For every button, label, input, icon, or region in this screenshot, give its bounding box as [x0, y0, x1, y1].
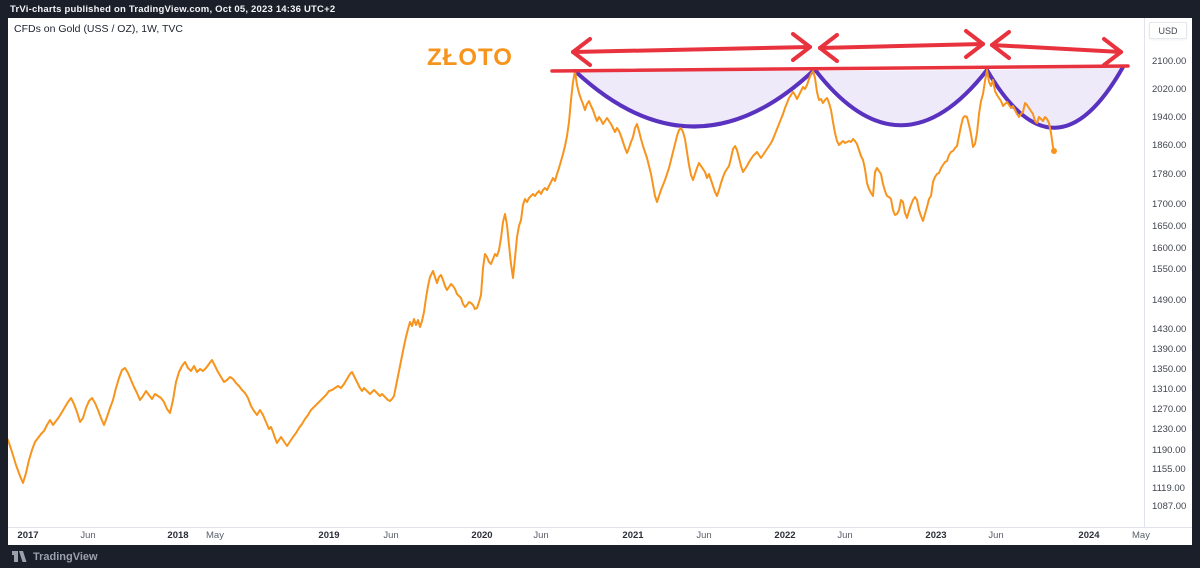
time-tick: Jun: [383, 530, 399, 541]
cup-pattern-arc: [814, 68, 989, 128]
price-tick: 2100.00: [1152, 56, 1187, 67]
currency-label: USD: [1158, 25, 1178, 36]
time-tick: Jun: [80, 530, 96, 541]
time-tick: 2021: [622, 530, 644, 541]
price-tick: 1860.00: [1152, 140, 1187, 151]
price-tick: 1190.00: [1152, 445, 1186, 456]
footer-brand-label[interactable]: TradingView: [33, 550, 98, 563]
time-tick: 2017: [17, 530, 39, 541]
time-tick: Jun: [533, 530, 549, 541]
time-tick: 2023: [925, 530, 947, 541]
plot-area[interactable]: [8, 18, 1192, 545]
currency-badge: USD: [1149, 22, 1187, 39]
range-arrow-shaft: [818, 42, 985, 50]
price-tick: 1650.00: [1152, 221, 1187, 232]
price-tick: 1230.00: [1152, 424, 1187, 435]
range-arrow-head: [1102, 37, 1123, 67]
range-arrow-head: [818, 33, 839, 63]
time-tick: May: [1132, 530, 1150, 541]
range-arrow-head: [571, 37, 592, 67]
price-tick: 1390.00: [1152, 344, 1187, 355]
price-tick: 2020.00: [1152, 84, 1187, 95]
price-tick: 1087.00: [1152, 501, 1187, 512]
range-arrow-head: [990, 30, 1011, 60]
time-tick: Jun: [988, 530, 1004, 541]
price-tick: 1119.00: [1152, 483, 1185, 494]
price-tick: 1700.00: [1152, 199, 1187, 210]
publish-text: TrVi-charts published on TradingView.com…: [10, 3, 336, 15]
time-tick: Jun: [696, 530, 712, 541]
time-tick: 2024: [1078, 530, 1100, 541]
time-tick: Jun: [837, 530, 853, 541]
watermark-label: ZŁOTO: [427, 44, 513, 71]
cup-pattern-arc: [985, 65, 1125, 130]
range-arrow-head: [964, 29, 985, 59]
series-end-dot: [1051, 148, 1057, 154]
tradingview-logo-icon[interactable]: [12, 551, 27, 562]
price-tick: 1270.00: [1152, 404, 1187, 415]
range-arrow-head: [791, 32, 812, 62]
price-tick: 1940.00: [1152, 112, 1187, 123]
price-line-series: [8, 69, 1055, 484]
price-tick: 1490.00: [1152, 295, 1187, 306]
time-tick: 2019: [318, 530, 340, 541]
cup-pattern-arc: [573, 69, 815, 129]
publish-bar: TrVi-charts published on TradingView.com…: [0, 0, 1200, 18]
price-tick: 1310.00: [1152, 384, 1187, 395]
time-axis[interactable]: [8, 527, 1192, 545]
price-tick: 1430.00: [1152, 324, 1187, 335]
price-tick: 1350.00: [1152, 364, 1187, 375]
price-tick: 1550.00: [1152, 264, 1187, 275]
price-tick: 1600.00: [1152, 243, 1187, 254]
symbol-title: CFDs on Gold (USS / OZ), 1W, TVC: [14, 23, 184, 35]
chart-panel: CFDs on Gold (USS / OZ), 1W, TVC ZŁOTO U…: [8, 18, 1192, 545]
range-arrow-shaft: [990, 43, 1123, 54]
time-tick: 2022: [774, 530, 796, 541]
time-tick: May: [206, 530, 224, 541]
price-axis[interactable]: [1144, 18, 1192, 528]
price-tick: 1780.00: [1152, 169, 1187, 180]
footer-bar: TradingView: [0, 545, 1200, 568]
time-tick: 2020: [471, 530, 493, 541]
time-tick: 2018: [167, 530, 189, 541]
price-tick: 1155.00: [1152, 464, 1186, 475]
resistance-line: [550, 64, 1130, 73]
range-arrow-shaft: [571, 45, 812, 54]
